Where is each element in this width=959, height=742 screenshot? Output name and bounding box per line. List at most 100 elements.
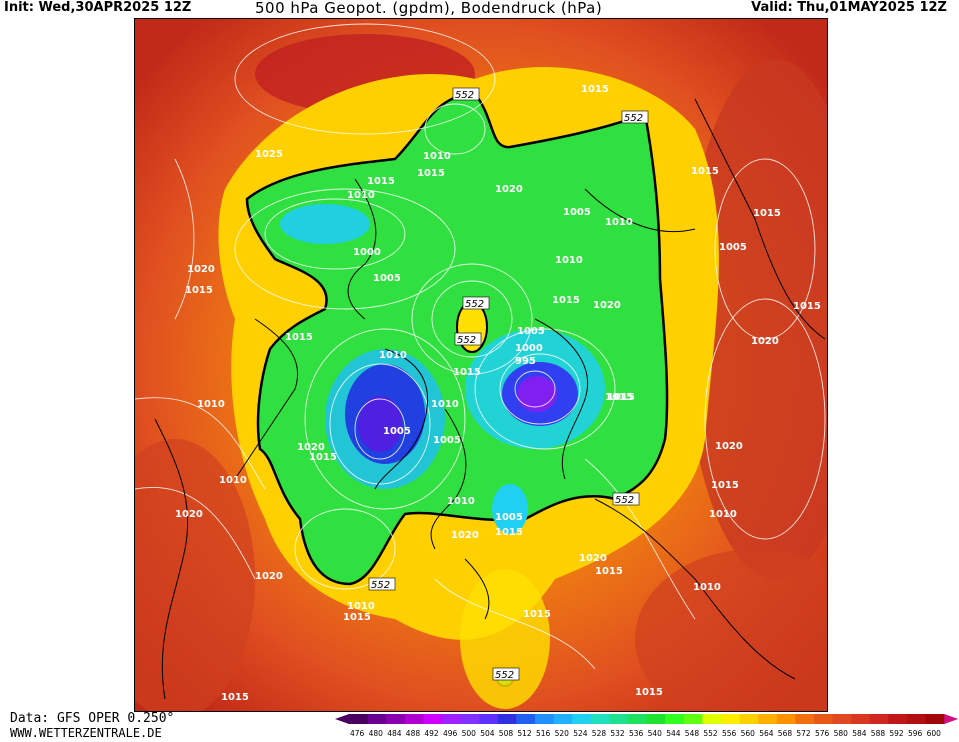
- isobar-label: 1020: [297, 442, 325, 453]
- high-geopot-region: [685, 59, 827, 579]
- legend-swatch: [739, 714, 759, 724]
- isobar-label: 1020: [175, 509, 203, 520]
- legend-swatch: [442, 714, 462, 724]
- high-geopot-region: [135, 439, 255, 711]
- legend-swatch: [497, 714, 517, 724]
- legend-swatch: [814, 714, 834, 724]
- isobar-label: 1005: [517, 326, 545, 337]
- data-source-label: Data: GFS OPER 0.250°: [10, 711, 175, 726]
- trough-core-west: [358, 396, 402, 452]
- website-label: WWW.WETTERZENTRALE.DE: [10, 726, 162, 740]
- isobar-label: 1020: [187, 264, 215, 275]
- isobar-label: 1010: [693, 582, 721, 593]
- legend-value-label: 524: [573, 729, 588, 738]
- isobar-label: 1025: [255, 149, 283, 160]
- weather-map[interactable]: 552 552 552 552 552 552 552 1025 1015 10…: [134, 18, 828, 712]
- isobar-label: 1015: [495, 527, 523, 538]
- isobar-label: 1015: [711, 480, 739, 491]
- legend-swatch: [479, 714, 499, 724]
- legend-swatch: [795, 714, 815, 724]
- isobar-label: 1010: [347, 190, 375, 201]
- isobar-label: 1000: [515, 343, 543, 354]
- legend-swatch: [888, 714, 908, 724]
- isobar-label: 1015: [607, 392, 635, 403]
- legend-value-label: 528: [592, 729, 607, 738]
- legend-swatch: [776, 714, 796, 724]
- low-geopot-cyan: [280, 204, 370, 244]
- isobar-pressure-labels: 1025 1015 1010 1015 1010 1020 1005 1010 …: [175, 84, 821, 703]
- legend-value-label: 504: [480, 729, 495, 738]
- legend-swatch: [702, 714, 722, 724]
- isobar-label: 1015: [185, 285, 213, 296]
- contour-552-label: 552: [457, 335, 476, 346]
- legend-arrow-left: [335, 714, 349, 724]
- isobar-label: 1005: [433, 435, 461, 446]
- legend-swatch: [423, 714, 443, 724]
- isobar-label: 1005: [495, 512, 523, 523]
- legend-value-label: 576: [815, 729, 830, 738]
- isobar-label: 1015: [595, 566, 623, 577]
- low-geopot-cyan: [492, 484, 528, 534]
- yellow-lobe-south: [460, 569, 550, 709]
- legend-value-label: 492: [424, 729, 439, 738]
- isobar-label: 1015: [343, 612, 371, 623]
- isobar-label: 1015: [635, 687, 663, 698]
- legend-value-label: 480: [369, 729, 384, 738]
- legend-value-label: 552: [703, 729, 718, 738]
- isobar-label: 1015: [367, 176, 395, 187]
- legend-value-label: 508: [499, 729, 514, 738]
- legend-swatch: [404, 714, 424, 724]
- isobar-label: 1020: [751, 336, 779, 347]
- isobar-label: 1010: [605, 217, 633, 228]
- legend-swatch: [628, 714, 648, 724]
- isobar-label: 1010: [379, 350, 407, 361]
- isobar-label: 1020: [255, 571, 283, 582]
- legend-value-label: 568: [778, 729, 793, 738]
- legend-value-label: 484: [387, 729, 402, 738]
- legend-value-label: 588: [871, 729, 886, 738]
- geopotential-field: 552 552 552 552 552 552 552 1025 1015 10…: [135, 19, 827, 711]
- legend-value-label: 544: [666, 729, 681, 738]
- legend-swatch: [646, 714, 666, 724]
- isobar-label: 1010: [423, 151, 451, 162]
- isobar-label: 1005: [719, 242, 747, 253]
- legend-value-label: 564: [759, 729, 774, 738]
- isobar-label: 1015: [453, 367, 481, 378]
- legend-swatch: [572, 714, 592, 724]
- legend-swatch: [925, 714, 945, 724]
- legend-swatch: [851, 714, 871, 724]
- isobar-label: 1015: [221, 692, 249, 703]
- legend-swatch: [535, 714, 555, 724]
- legend-value-label: 592: [889, 729, 904, 738]
- legend-swatch: [869, 714, 889, 724]
- isobar-label: 1000: [353, 247, 381, 258]
- legend-value-label: 476: [350, 729, 365, 738]
- map-title: 500 hPa Geopot. (gpdm), Bodendruck (hPa): [255, 0, 603, 17]
- isobar-label: 1015: [605, 392, 633, 403]
- contour-552-label: 552: [455, 90, 474, 101]
- contour-552-label: 552: [465, 299, 484, 310]
- isobar-label: 1010: [347, 601, 375, 612]
- legend-swatch: [907, 714, 927, 724]
- contour-552-label: 552: [371, 580, 390, 591]
- legend-value-label: 580: [834, 729, 849, 738]
- isobar-label: 1015: [523, 609, 551, 620]
- legend-swatch: [683, 714, 703, 724]
- isobar-label: 1015: [285, 332, 313, 343]
- valid-time-label: Valid: Thu,01MAY2025 12Z: [751, 0, 947, 15]
- contour-552-labels: 552 552 552 552 552 552 552: [368, 87, 649, 681]
- legend-swatch: [832, 714, 852, 724]
- isobar-label: 1005: [373, 273, 401, 284]
- coastlines: [154, 98, 826, 700]
- legend-swatch: [460, 714, 480, 724]
- legend-swatch: [609, 714, 629, 724]
- isobar-label: 1015: [417, 168, 445, 179]
- legend-value-label: 596: [908, 729, 923, 738]
- isobar-label: 1005: [383, 426, 411, 437]
- legend-swatch: [665, 714, 685, 724]
- legend-value-label: 572: [796, 729, 811, 738]
- contour-552-label: 552: [624, 113, 643, 124]
- legend-value-label: 560: [741, 729, 756, 738]
- isobar-label: 1005: [563, 207, 591, 218]
- isobar-label: 1015: [552, 295, 580, 306]
